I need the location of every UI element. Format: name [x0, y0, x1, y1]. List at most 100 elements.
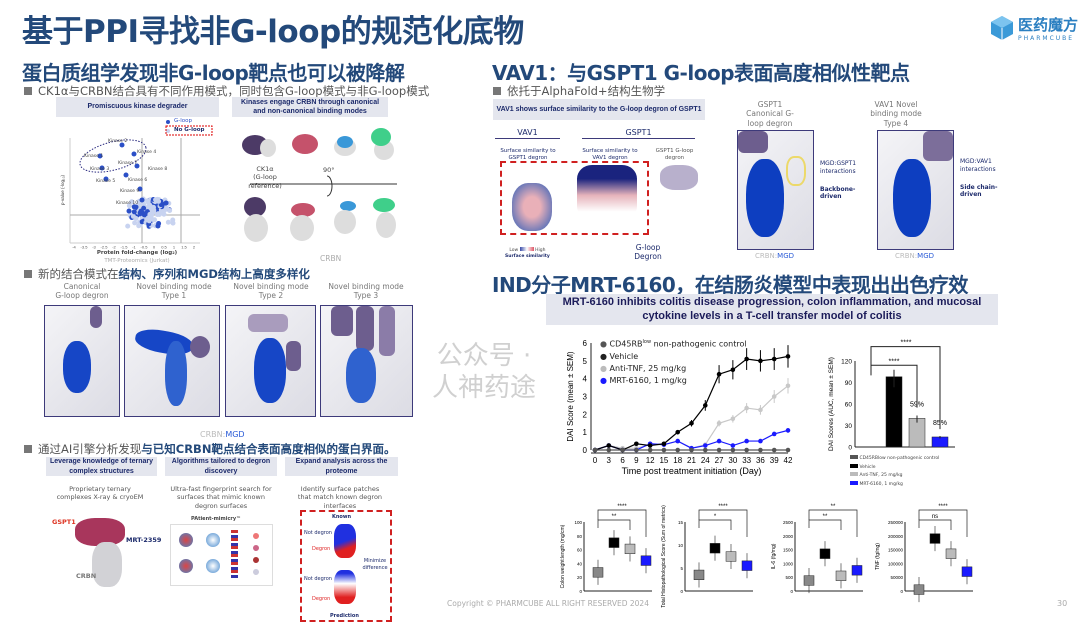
sig-bracket — [698, 509, 748, 537]
x-tick: 39 — [770, 456, 779, 465]
data-point — [675, 438, 681, 444]
legend-item: Vehicle — [850, 463, 939, 473]
legend-item: ● Vehicle — [600, 351, 639, 361]
y-tick: 3 — [583, 393, 588, 402]
sig-label: ** — [823, 514, 828, 520]
y-tick: 0 — [583, 446, 588, 455]
gspt1-label: GSPT1 — [52, 518, 76, 526]
data-point — [606, 447, 612, 453]
y-tick: 0 — [848, 445, 852, 452]
similarity-scale: Low High Surface similarity — [505, 247, 550, 259]
mode-label: Novel binding mode Type 1 — [136, 282, 212, 301]
bullet-3: 通过AI引擎分析发现与已知CRBN靶点结合表面高度相似的蛋白界面。 — [24, 441, 395, 457]
gspt1-col-label: GSPT1 — [582, 128, 695, 139]
sig-label: **** — [938, 504, 948, 510]
data-point — [785, 428, 791, 433]
kinase-label: Kinase 7 — [118, 161, 138, 166]
data-point — [606, 443, 612, 448]
kinase-point — [137, 186, 143, 192]
gspt1-interactions: MGD:GSPT1 interactions Backbone-driven — [820, 160, 857, 201]
ai-desc-2: Ultra-fast fingerprint search for surfac… — [170, 485, 272, 510]
volcano-point — [130, 213, 136, 219]
ck1a-label: CK1α (G-loop reference) — [248, 165, 282, 190]
mode-label: Canonical G-loop degron — [55, 282, 109, 301]
page-number: 30 — [1057, 599, 1068, 608]
sig-bracket — [808, 509, 858, 537]
y-tick: 200000 — [888, 534, 904, 539]
known-label: Known — [332, 514, 352, 520]
y-tick: 250000 — [888, 520, 904, 525]
volcano-point — [156, 198, 162, 204]
volcano-x-tick: 0.5 — [161, 245, 167, 250]
x-tick: 36 — [756, 456, 765, 465]
volcano-x-tick: 1.5 — [181, 245, 187, 250]
data-point — [716, 420, 722, 426]
left-subtitle: 蛋白质组学发现非G-loop靶点也可以被降解 — [22, 61, 405, 85]
y-axis-label: DAI Scores (AUC, mean ± SEM) — [828, 357, 835, 451]
right-subtitle: VAV1：与GSPT1 G-loop表面高度相似性靶点 — [492, 61, 910, 85]
sig-bracket — [918, 509, 968, 537]
logo-subtext: PHARMCUBE — [1018, 35, 1075, 42]
box — [929, 533, 941, 544]
y-tick: 2000 — [783, 534, 794, 539]
kinase-point — [133, 204, 139, 210]
minimize-label: Minimize difference — [362, 558, 388, 571]
data-point — [744, 447, 749, 453]
kinase-label: Kinase 8 — [148, 167, 168, 172]
sig-label: ** — [831, 504, 836, 510]
sim-label-a: Surface similarity to GSPT1 degron — [500, 148, 556, 162]
y-tick: 30 — [845, 423, 853, 430]
data-point — [675, 447, 681, 453]
data-point — [744, 438, 749, 444]
data-point — [634, 447, 639, 453]
volcano-point — [159, 209, 165, 215]
x-tick: 18 — [673, 456, 682, 465]
y-axis-label: IL-6 (fg/mg) — [771, 543, 777, 569]
y-tick: 5 — [583, 357, 588, 366]
kinase-point — [123, 172, 129, 178]
volcano-point — [146, 218, 152, 224]
header-kinases-engage: Kinases engage CRBN through canonical an… — [232, 97, 388, 117]
crbn-mgd-label-2: CRBN:MGD — [755, 252, 795, 260]
kinase-label: Kinase 3 — [90, 167, 110, 172]
box — [913, 584, 925, 595]
crbn-label: CRBN — [320, 254, 342, 263]
data-point — [716, 438, 722, 444]
y-tick: 40 — [577, 561, 583, 566]
gspt1-binding-panel — [737, 130, 814, 250]
logo-text: 医药魔方 — [1018, 16, 1079, 34]
y-tick: 10 — [678, 543, 684, 548]
data-point — [716, 447, 722, 453]
volcano-point — [138, 208, 144, 214]
x-tick: 24 — [701, 456, 710, 465]
volcano-x-tick: 2 — [193, 245, 196, 250]
legend-item: MRT-6160, 1 mg/kg — [850, 480, 939, 490]
logo: 医药魔方 PHARMCUBE — [990, 14, 1078, 42]
mrt2359-label: MRT-2359 — [126, 536, 162, 544]
box — [819, 548, 831, 559]
legend-item: Anti-TNF, 25 mg/kg — [850, 472, 939, 481]
data-point — [702, 447, 708, 453]
y-axis-label: Colon weight:length (mg/cm) — [560, 524, 566, 588]
volcano-x-tick: -4 — [72, 245, 76, 250]
y-tick: 2 — [583, 410, 588, 419]
cube-logo-icon — [991, 16, 1013, 40]
prediction-label: Prediction — [330, 613, 359, 619]
volcano-point — [155, 211, 161, 217]
data-point — [647, 447, 653, 453]
crbn-mgd-label-3: CRBN:MGD — [895, 252, 935, 260]
sim-label-b: Surface similarity to VAV1 degron — [582, 148, 638, 162]
y-axis-label: TNF (fg/mg) — [875, 543, 881, 570]
y-tick: 0 — [900, 589, 903, 594]
y-tick: 0 — [579, 589, 582, 594]
data-point — [675, 429, 681, 435]
volcano-point — [151, 207, 157, 213]
data-point — [758, 358, 763, 364]
y-axis-label: DAI Score (mean ± SEM) — [566, 351, 575, 442]
x-tick: 27 — [715, 456, 724, 465]
y-tick: 0 — [680, 589, 683, 594]
y-tick: 6 — [583, 339, 588, 348]
data-point — [730, 443, 736, 448]
volcano-point — [139, 219, 145, 225]
